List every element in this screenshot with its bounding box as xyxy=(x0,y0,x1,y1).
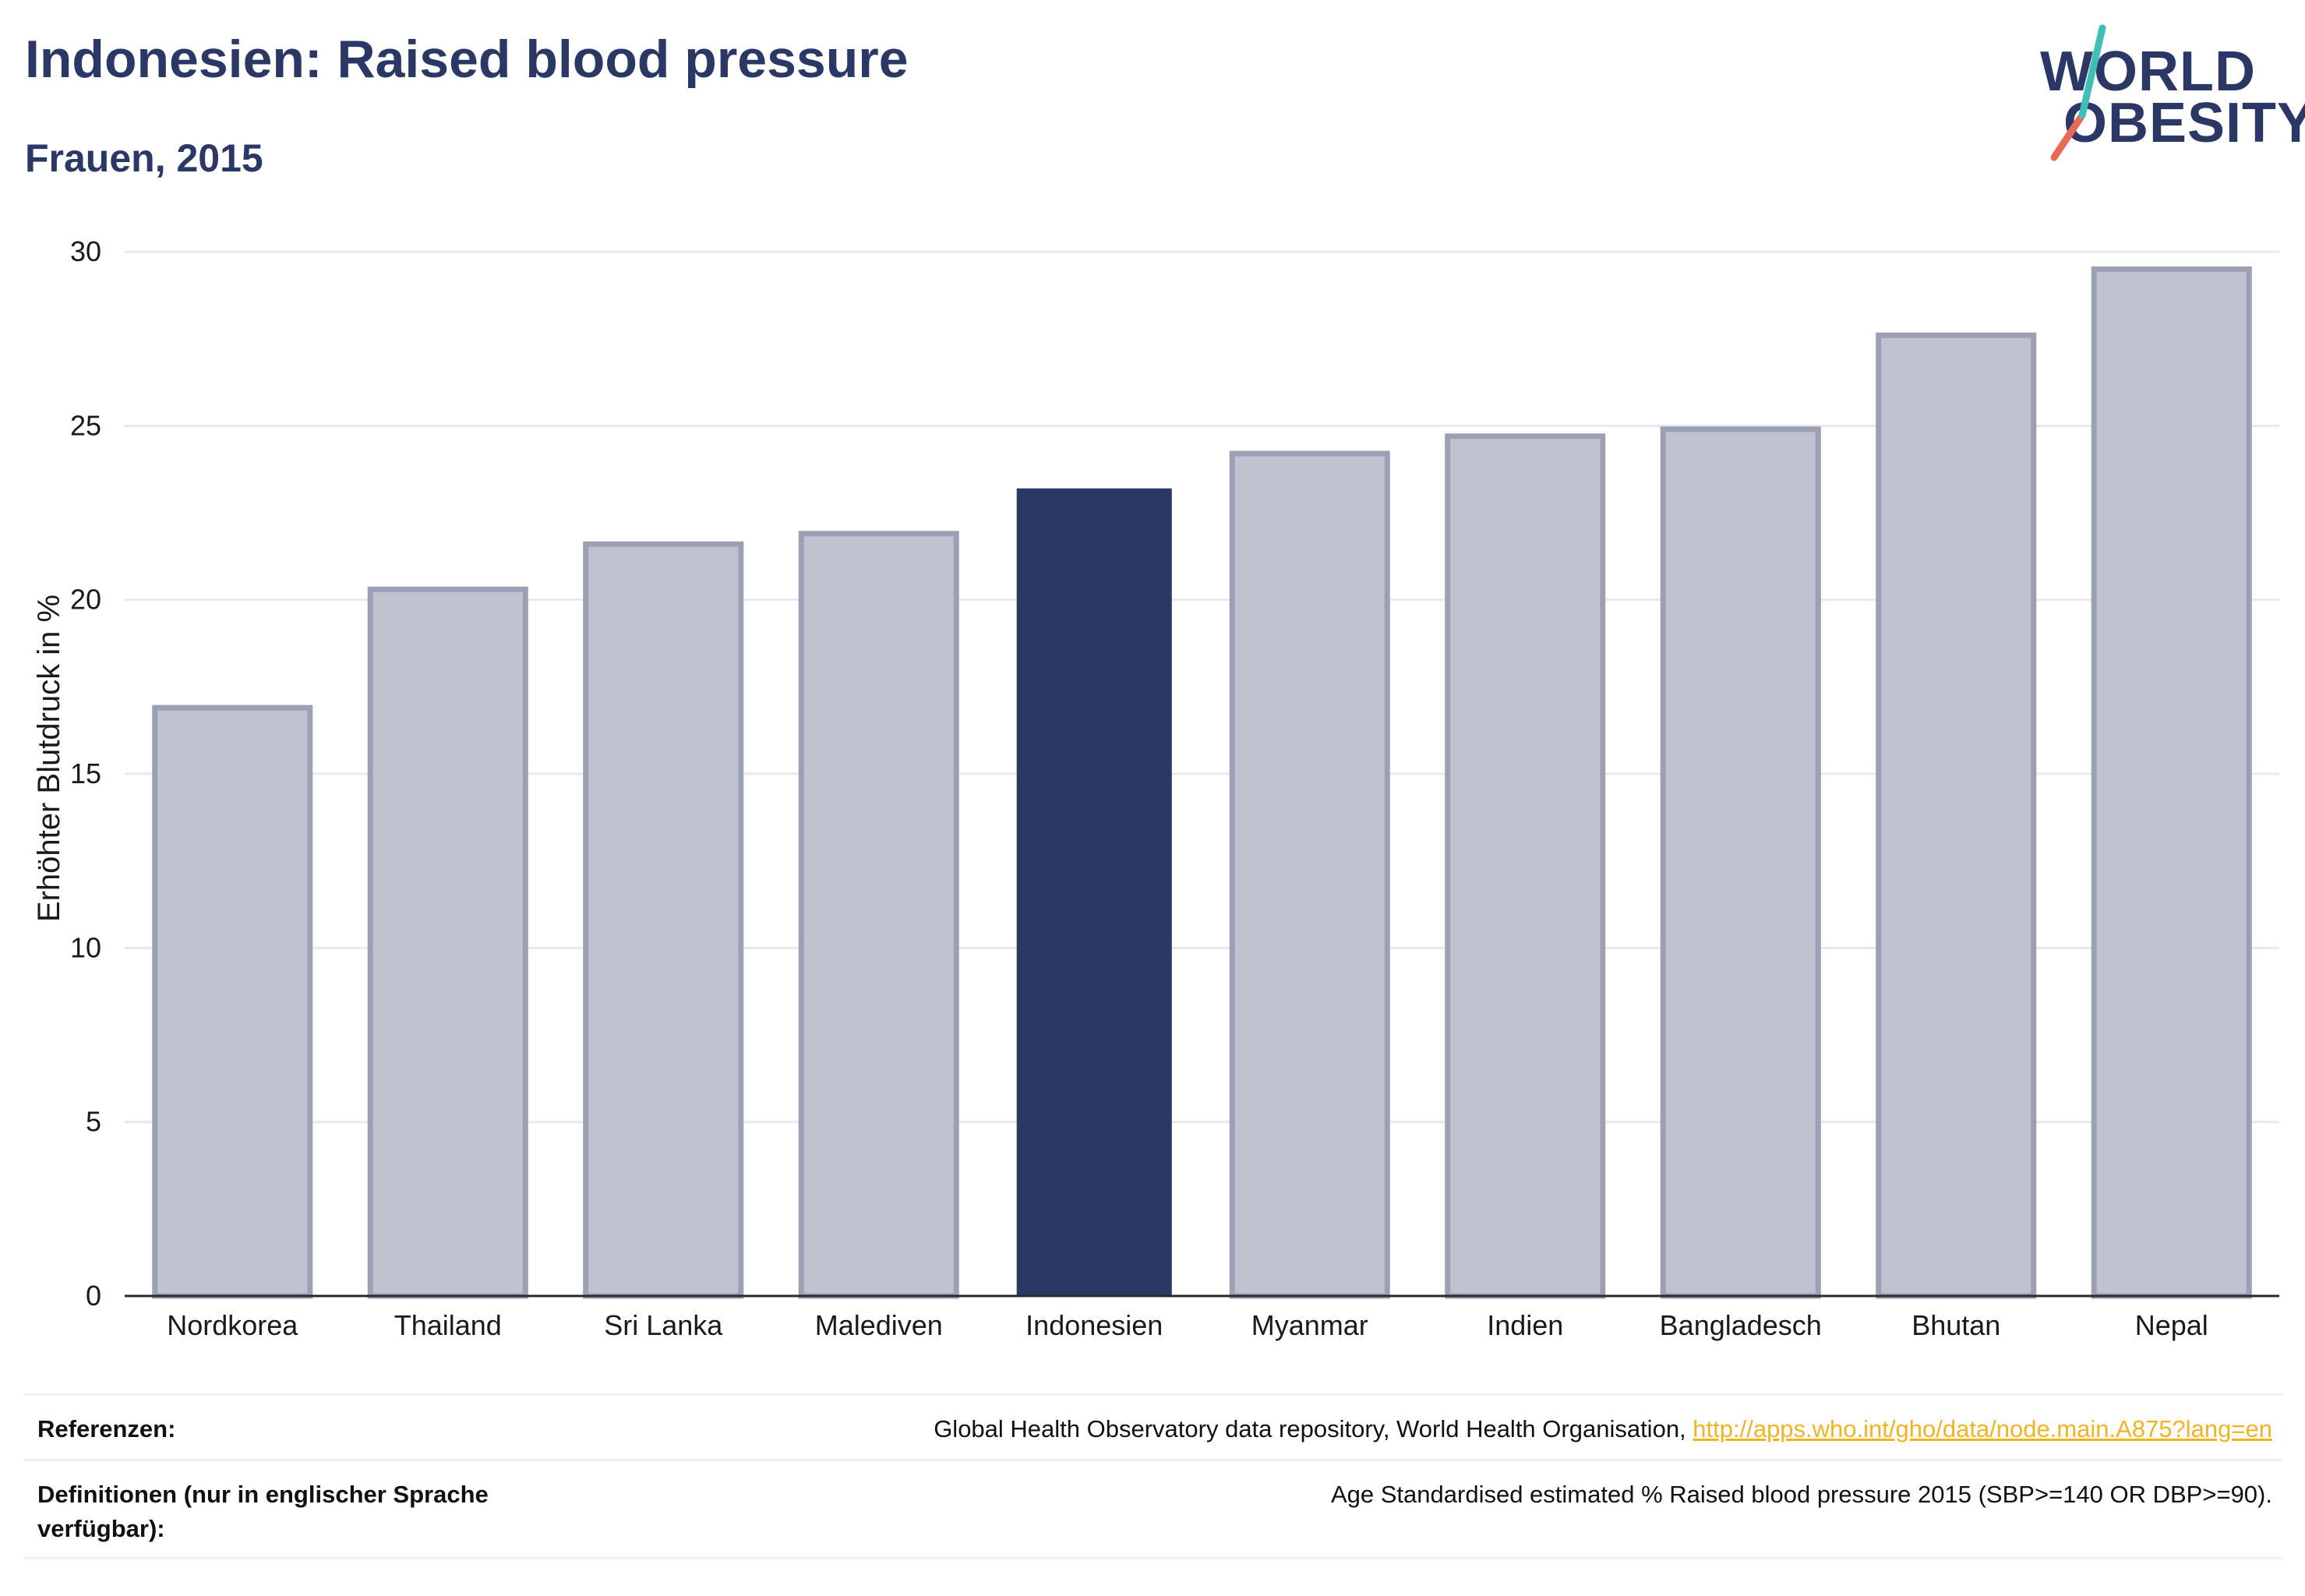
references-value: Global Health Observatory data repositor… xyxy=(934,1412,2272,1446)
definitions-value: Age Standardised estimated % Raised bloo… xyxy=(1330,1481,2272,1508)
y-tick-label: 30 xyxy=(70,235,101,267)
bar-thailand[interactable] xyxy=(367,586,528,1299)
y-tick-label: 20 xyxy=(70,584,101,616)
logo-line-2: OBESITY xyxy=(2063,92,2305,154)
x-tick-label: Thailand xyxy=(394,1309,502,1341)
x-tick-label: Malediven xyxy=(815,1309,943,1341)
references-text: Global Health Observatory data repositor… xyxy=(934,1415,1693,1442)
world-obesity-logo: WORLD OBESITY xyxy=(2034,23,2305,164)
bar-indonesien[interactable] xyxy=(1016,488,1172,1296)
bar-bhutan[interactable] xyxy=(1876,332,2037,1299)
page-subtitle: Frauen, 2015 xyxy=(25,136,263,180)
x-tick-label: Indien xyxy=(1487,1309,1563,1341)
bar-indien[interactable] xyxy=(1445,433,1606,1299)
bar-myanmar[interactable] xyxy=(1229,450,1390,1299)
footer-divider-top xyxy=(23,1393,2283,1396)
page-title: Indonesien: Raised blood pressure xyxy=(25,30,909,89)
footer-divider-middle xyxy=(23,1459,2283,1461)
x-tick-label: Nordkorea xyxy=(167,1309,298,1341)
x-tick-label: Sri Lanka xyxy=(604,1309,723,1341)
y-tick-label: 25 xyxy=(70,409,101,441)
x-tick-label: Bhutan xyxy=(1911,1309,2000,1341)
x-tick-label: Bangladesch xyxy=(1660,1309,1822,1341)
bar-sri-lanka[interactable] xyxy=(583,541,744,1299)
x-tick-label: Nepal xyxy=(2135,1309,2208,1341)
bar-nepal[interactable] xyxy=(2091,266,2252,1299)
logo-slash-icon xyxy=(2050,24,2106,161)
x-tick-label: Myanmar xyxy=(1251,1309,1368,1341)
bar-bangladesch[interactable] xyxy=(1660,426,1821,1299)
x-tick-label: Indonesien xyxy=(1025,1309,1163,1341)
y-tick-label: 10 xyxy=(70,931,101,963)
definitions-label: Definitionen (nur in englischer Sprache … xyxy=(37,1481,489,1542)
bar-nordkorea[interactable] xyxy=(152,704,313,1299)
bar-malediven[interactable] xyxy=(798,531,959,1299)
bar-chart: 0 5 10 15 20 25 30 Nordkorea Thailand Sri Lanka Ma… xyxy=(32,235,2279,1341)
references-link[interactable]: http://apps.who.int/gho/data/node.main.A… xyxy=(1693,1415,2272,1442)
y-tick-label: 5 xyxy=(86,1106,101,1138)
axes: 0 5 10 15 20 25 30 Nordkorea Thailand Sri Lanka Ma… xyxy=(32,235,2279,1341)
y-tick-label: 15 xyxy=(70,757,101,789)
y-axis-title: Erhöhter Blutdruck in % xyxy=(32,595,66,922)
logo-line-1: WORLD xyxy=(2040,41,2256,103)
bars xyxy=(152,266,2252,1299)
y-tick-label: 0 xyxy=(86,1280,101,1312)
footer-divider-bottom xyxy=(23,1557,2283,1559)
references-label: Referenzen: xyxy=(37,1415,176,1442)
